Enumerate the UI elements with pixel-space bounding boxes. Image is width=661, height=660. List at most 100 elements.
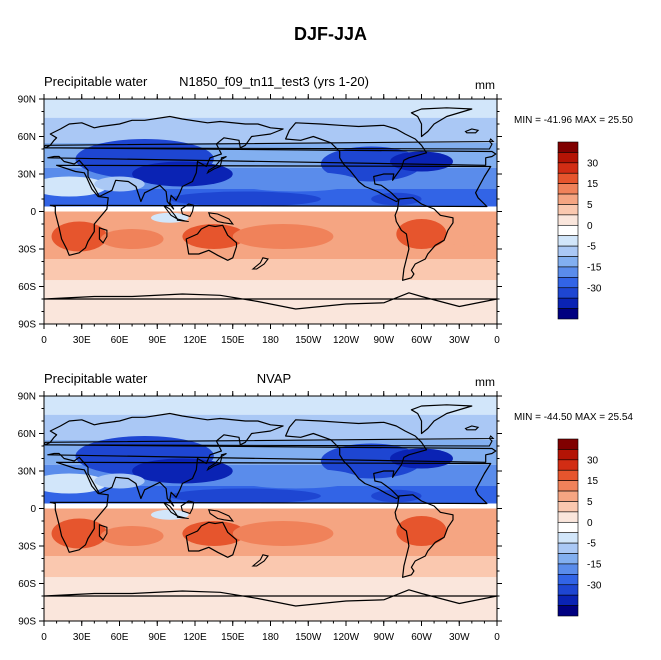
blob-arabia — [94, 473, 145, 489]
x-tick-label: 60E — [111, 632, 129, 643]
blob-east-asia-strong — [132, 161, 233, 187]
continent-outline — [43, 589, 498, 607]
colorbar-label: -30 — [587, 283, 602, 294]
blob-pacific-subtrop — [232, 171, 359, 192]
blob-west-pacific-itcz — [169, 191, 321, 207]
colorbar-box — [557, 214, 579, 226]
continent-outline — [49, 461, 492, 553]
x-tick-label: 0 — [41, 632, 47, 643]
x-tick-label: 90E — [148, 335, 166, 346]
x-tick-label: 30E — [73, 632, 91, 643]
y-tick-label: 90S — [18, 320, 36, 331]
colorbar-box — [557, 152, 579, 164]
continent-outline — [185, 521, 238, 558]
colorbar-box — [557, 532, 579, 544]
panel-title-left: Precipitable water — [44, 371, 148, 386]
colorbar-box — [557, 245, 579, 257]
band-mid-south — [44, 556, 497, 578]
x-tick-label: 150W — [295, 632, 322, 643]
colorbar-box — [557, 563, 579, 575]
x-tick-label: 90W — [373, 335, 394, 346]
band-polar-north — [44, 99, 497, 118]
blob-southern-ocean — [283, 260, 384, 276]
figure-title: DJF-JJA — [293, 24, 368, 44]
blob-greenland — [434, 119, 485, 139]
colorbar-box — [557, 469, 579, 481]
island-outline — [163, 501, 178, 517]
colorbar-box — [557, 594, 579, 606]
x-tick-label: 120W — [333, 632, 360, 643]
blob-southern-africa — [51, 518, 107, 549]
x-tick-label: 0 — [494, 632, 500, 643]
band-polar-south — [44, 577, 497, 621]
x-tick-label: 150E — [221, 335, 245, 346]
continent-outline — [44, 412, 497, 507]
x-tick-label: 120E — [183, 632, 207, 643]
colorbar-label: 30 — [587, 455, 599, 466]
blob-north-america-dry — [320, 146, 422, 182]
x-tick-label: 60E — [111, 335, 129, 346]
colorbar-box — [557, 183, 579, 195]
band-equator — [44, 503, 497, 509]
x-tick-label: 150E — [221, 632, 245, 643]
blob-south-atlantic — [446, 523, 485, 544]
x-tick-label: 180 — [262, 632, 279, 643]
continent-outline — [394, 197, 454, 281]
colorbar-box — [557, 501, 579, 513]
colorbar-box — [557, 193, 579, 205]
colorbar-box — [557, 511, 579, 523]
y-tick-label: 90N — [18, 392, 36, 403]
panel-units: mm — [475, 375, 495, 389]
y-tick-label: 60S — [18, 282, 36, 293]
colorbar-box — [557, 584, 579, 596]
blob-west-pacific-itcz — [169, 488, 321, 504]
y-tick-label: 90N — [18, 95, 36, 106]
colorbar-box — [557, 162, 579, 174]
x-tick-label: 60W — [411, 632, 432, 643]
band-equator — [44, 206, 497, 212]
blob-southern-africa — [51, 221, 107, 252]
colorbar-box — [557, 287, 579, 299]
colorbar-label: 30 — [587, 158, 599, 169]
colorbar-label: -30 — [587, 580, 602, 591]
panel-title-left: Precipitable water — [44, 74, 148, 89]
colorbar-box — [557, 553, 579, 565]
colorbar-label: 0 — [587, 518, 593, 529]
continent-outline — [49, 164, 492, 256]
blob-arabia — [94, 176, 145, 192]
blob-southern-ocean — [283, 557, 384, 573]
island-outline — [98, 227, 108, 244]
colorbar-label: -5 — [587, 539, 596, 550]
y-tick-label: 90S — [18, 617, 36, 628]
island-outline — [206, 155, 227, 175]
colorbar-box — [557, 308, 579, 320]
continent-outline — [410, 404, 473, 435]
band-polar-north — [44, 396, 497, 415]
min-max-label: MIN = -41.96 MAX = 25.50 — [514, 115, 633, 126]
colorbar-label: 5 — [587, 497, 593, 508]
y-tick-label: 30N — [18, 467, 36, 478]
map-layer-1 — [43, 404, 498, 607]
field-layer-0 — [44, 99, 497, 324]
blob-south-pacific — [232, 224, 334, 249]
island-outline — [163, 204, 178, 220]
y-tick-label: 60S — [18, 579, 36, 590]
colorbar-box — [557, 521, 579, 534]
x-tick-label: 180 — [262, 335, 279, 346]
blob-australia — [182, 224, 246, 249]
island-outline — [464, 425, 480, 431]
island-outline — [176, 218, 189, 223]
continent-outline — [43, 292, 498, 310]
island-outline — [464, 128, 480, 134]
min-max-label: MIN = -44.50 MAX = 25.54 — [514, 412, 633, 423]
colorbar-box — [557, 449, 579, 461]
field-shapes-0 — [44, 99, 497, 324]
colorbar-box — [557, 172, 579, 184]
island-outline — [98, 524, 108, 541]
colorbar-box — [557, 574, 579, 586]
band-polar-south — [44, 280, 497, 324]
colorbar-box — [557, 480, 579, 492]
colorbar-box — [557, 266, 579, 278]
island-outline — [207, 509, 235, 522]
